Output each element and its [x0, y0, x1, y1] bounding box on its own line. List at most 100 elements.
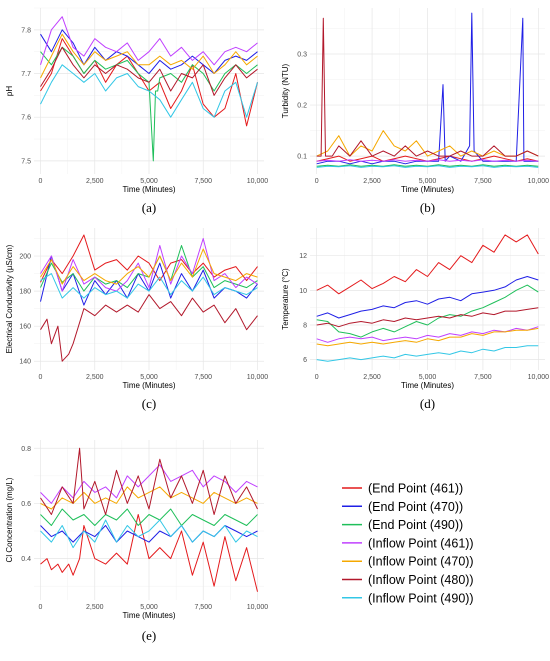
x-axis-label: Time (Minutes): [122, 185, 175, 194]
x-tick-label: 10,000: [528, 178, 550, 185]
x-tick-label: 7,500: [194, 178, 212, 185]
panel-label: (e): [142, 628, 156, 643]
x-tick-label: 0: [315, 374, 319, 381]
legend-label: (End Point (470)): [368, 500, 463, 514]
series-line-end-490: [316, 284, 539, 338]
x-tick-label: 7,500: [194, 374, 212, 381]
series-line-inflow-470: [316, 327, 539, 347]
x-tick-label: 7,500: [194, 604, 212, 611]
legend-entry: (Inflow Point (490)): [342, 591, 474, 605]
x-tick-label: 2,500: [86, 178, 104, 185]
series-line-end-490: [40, 46, 258, 162]
y-axis-label: Electrical Conductivity (µS/cm): [5, 244, 14, 353]
legend: (End Point (461)) (End Point (470)) (End P…: [342, 482, 474, 605]
y-tick-label: 10: [299, 288, 307, 295]
series-line-inflow-461: [316, 159, 539, 162]
y-tick-label: 0.1: [297, 154, 307, 161]
y-axis-label: pH: [5, 86, 14, 96]
x-tick-label: 0: [39, 374, 43, 381]
x-tick-label: 5,000: [140, 374, 158, 381]
series-line-inflow-480: [40, 447, 258, 515]
legend-label: (Inflow Point (461)): [368, 536, 474, 550]
legend-entry: (Inflow Point (461)): [342, 536, 474, 550]
panel-label: (a): [142, 200, 156, 215]
chart-panel-b: 0 2,500 5,000 7,500 10,000 0.1 0.2 0.3 Time (Min…: [281, 8, 549, 215]
series-line-inflow-490: [316, 165, 539, 168]
y-tick-label: 7.7: [21, 71, 31, 78]
y-tick-label: 7.5: [21, 158, 31, 165]
y-tick-label: 0.2: [297, 103, 307, 110]
series-line-end-490: [40, 508, 258, 526]
x-tick-label: 2,500: [86, 374, 104, 381]
chart-panel-c: 0 2,500 5,000 7,500 10,000 140 160 180 200 Time (…: [5, 228, 268, 411]
x-tick-label: 5,000: [140, 604, 158, 611]
legend-label: (End Point (461)): [368, 482, 463, 496]
series-line-inflow-470: [316, 130, 539, 157]
y-tick-label: 160: [19, 324, 31, 331]
panel-label: (c): [142, 396, 156, 411]
chart-panel-a: 0 2,500 5,000 7,500 10,000 7.5 7.6 7.7 7.8 Time (…: [5, 7, 269, 215]
x-tick-label: 7,500: [474, 178, 492, 185]
series-line-end-461: [316, 234, 539, 295]
series-line-inflow-480: [40, 46, 258, 96]
chart-panel-d: 0 2,500 5,000 7,500 10,000 6 8 10 12 Time (Minute…: [281, 228, 549, 411]
x-axis-label: Time (Minutes): [122, 381, 175, 390]
x-tick-label: 0: [39, 178, 43, 185]
legend-entry: (Inflow Point (470)): [342, 555, 474, 569]
y-tick-label: 0.8: [21, 446, 31, 453]
series-line-end-470: [316, 276, 539, 319]
x-tick-label: 0: [315, 178, 319, 185]
y-tick-label: 7.6: [21, 115, 31, 122]
series-line-inflow-490: [316, 345, 539, 362]
y-tick-label: 0.6: [21, 501, 31, 508]
series-line-inflow-480: [40, 294, 258, 362]
y-axis-label: Cl Concentration (mg/L): [5, 477, 14, 562]
panel-label: (b): [420, 200, 435, 215]
x-tick-label: 2,500: [363, 178, 381, 185]
chart-panel-e: 0 2,500 5,000 7,500 10,000 0.4 0.6 0.8 Time (Min…: [5, 440, 268, 643]
legend-entry: (End Point (461)): [342, 482, 463, 496]
series-line-end-461: [40, 234, 258, 283]
legend-entry: (Inflow Point (480)): [342, 573, 474, 587]
y-tick-label: 180: [19, 289, 31, 296]
x-tick-label: 10,000: [247, 374, 269, 381]
series-line-inflow-461: [40, 16, 258, 66]
series-line-inflow-470: [40, 486, 258, 510]
y-tick-label: 140: [19, 359, 31, 366]
y-axis-label: Turbidity (NTU): [281, 63, 290, 118]
x-tick-label: 10,000: [528, 374, 550, 381]
series-line-inflow-490: [40, 519, 258, 549]
x-tick-label: 2,500: [86, 604, 104, 611]
x-tick-label: 0: [39, 604, 43, 611]
y-tick-label: 6: [303, 357, 307, 364]
y-tick-label: 12: [299, 253, 307, 260]
legend-label: (Inflow Point (480)): [368, 573, 474, 587]
x-axis-label: Time (Minutes): [401, 381, 454, 390]
legend-entry: (End Point (470)): [342, 500, 463, 514]
legend-label: (End Point (490)): [368, 518, 463, 532]
panel-label: (d): [420, 396, 435, 411]
series-line-inflow-461: [40, 464, 258, 504]
x-tick-label: 10,000: [247, 604, 269, 611]
x-tick-label: 5,000: [140, 178, 158, 185]
series-line-inflow-480: [316, 17, 539, 157]
series-line-inflow-490: [40, 273, 258, 299]
series-line-end-470: [316, 12, 539, 165]
legend-label: (Inflow Point (470)): [368, 555, 474, 569]
x-axis-label: Time (Minutes): [122, 611, 175, 620]
x-tick-label: 2,500: [363, 374, 381, 381]
x-tick-label: 5,000: [419, 178, 437, 185]
x-tick-label: 10,000: [247, 178, 269, 185]
series-line-inflow-480: [316, 307, 539, 328]
y-tick-label: 8: [303, 322, 307, 329]
x-axis-label: Time (Minutes): [401, 185, 454, 194]
x-tick-label: 7,500: [474, 374, 492, 381]
series-line-inflow-470: [40, 33, 258, 79]
y-tick-label: 0.4: [21, 556, 31, 563]
y-tick-label: 200: [19, 254, 31, 261]
y-tick-label: 0.3: [297, 51, 307, 58]
series-line-inflow-490: [40, 64, 258, 118]
series-line-inflow-461: [316, 326, 539, 343]
y-tick-label: 7.8: [21, 27, 31, 34]
